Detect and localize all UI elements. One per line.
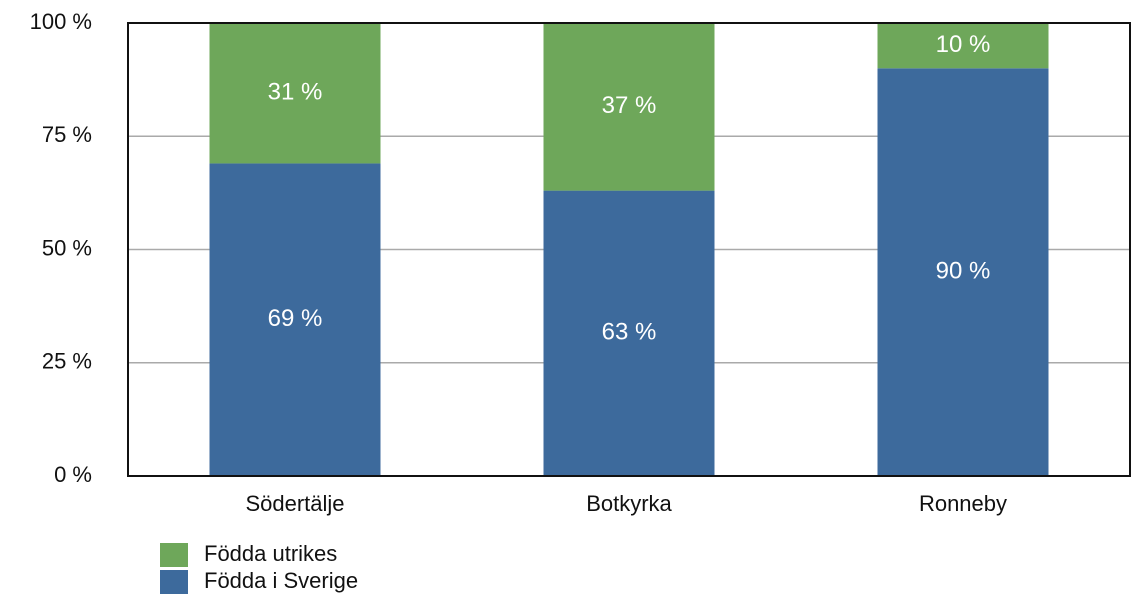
data-label: 69 %: [268, 305, 323, 332]
x-tick-label: Ronneby: [919, 491, 1007, 516]
y-tick-label: 0 %: [54, 462, 92, 487]
legend-swatch: [160, 543, 188, 567]
data-label: 63 %: [602, 319, 657, 346]
bar-segment: [877, 68, 1049, 477]
legend-label: Födda utrikes: [204, 541, 337, 566]
bar-segment: [543, 23, 715, 191]
x-tick-label: Södertälje: [245, 491, 344, 516]
y-tick-label: 25 %: [42, 349, 92, 374]
bar-segment: [209, 23, 381, 164]
bar-segment: [543, 190, 715, 477]
legend-label: Födda i Sverige: [204, 568, 358, 593]
data-label: 10 %: [936, 31, 991, 58]
y-tick-label: 50 %: [42, 235, 92, 260]
data-label: 37 %: [602, 92, 657, 119]
y-tick-label: 100 %: [30, 9, 92, 34]
x-tick-label: Botkyrka: [586, 491, 672, 516]
legend-swatch: [160, 570, 188, 594]
plot-frame: [127, 22, 1131, 477]
bar-segment: [877, 23, 1049, 69]
bar-segment: [209, 163, 381, 476]
y-tick-label: 75 %: [42, 122, 92, 147]
data-label: 31 %: [268, 79, 323, 106]
data-label: 90 %: [936, 257, 991, 284]
